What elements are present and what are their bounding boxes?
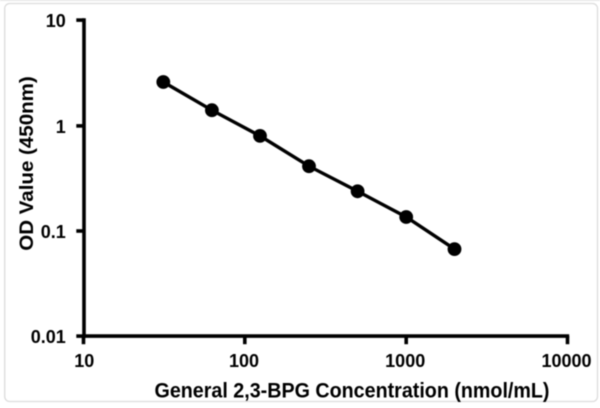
svg-text:10000: 10000 bbox=[541, 351, 591, 371]
svg-text:0.1: 0.1 bbox=[41, 222, 66, 242]
svg-text:1000: 1000 bbox=[385, 351, 425, 371]
svg-text:1: 1 bbox=[56, 117, 66, 137]
svg-text:100: 100 bbox=[229, 351, 259, 371]
svg-text:OD Value (450nm): OD Value (450nm) bbox=[17, 76, 38, 251]
svg-text:General 2,3-BPG Concentration: General 2,3-BPG Concentration (nmol/mL) bbox=[155, 379, 550, 402]
svg-text:10: 10 bbox=[74, 351, 94, 371]
svg-text:10: 10 bbox=[46, 11, 66, 31]
svg-text:0.01: 0.01 bbox=[31, 327, 66, 347]
